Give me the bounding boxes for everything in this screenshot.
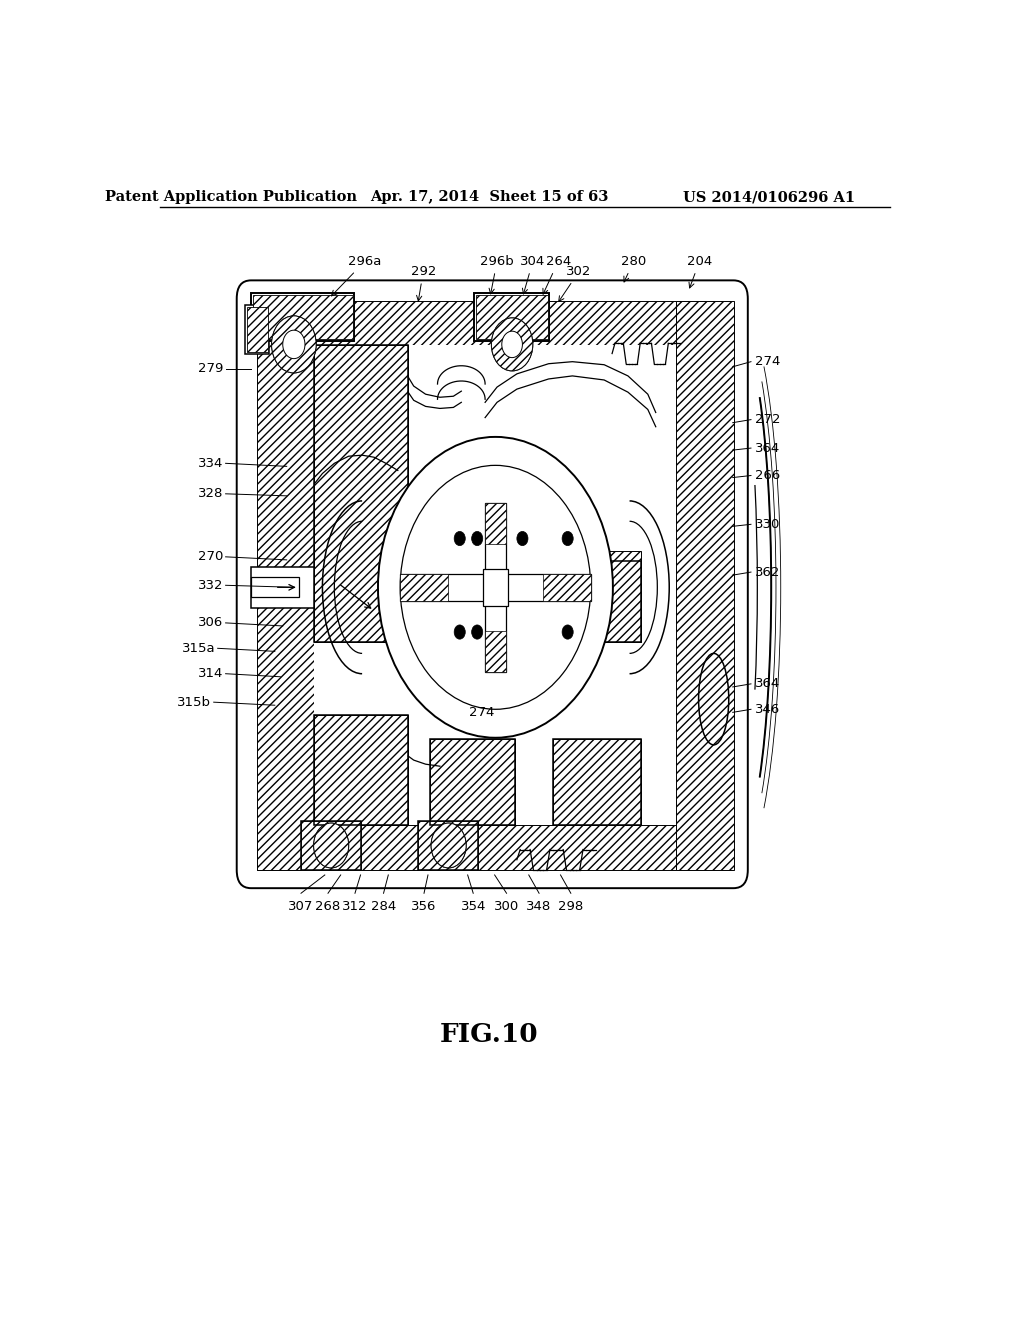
Text: 204: 204: [687, 255, 712, 288]
Circle shape: [455, 624, 465, 639]
Circle shape: [492, 318, 532, 371]
Bar: [251, 568, 314, 607]
Circle shape: [502, 331, 522, 358]
Text: FIG.10: FIG.10: [439, 1022, 539, 1047]
Text: 306: 306: [198, 616, 223, 630]
Bar: [314, 346, 409, 643]
Bar: [257, 301, 314, 870]
Circle shape: [472, 624, 482, 639]
Text: 332: 332: [198, 578, 223, 591]
Circle shape: [271, 315, 316, 372]
Bar: [485, 631, 506, 672]
Text: 348: 348: [526, 900, 552, 913]
Bar: [543, 574, 591, 601]
Text: 346: 346: [755, 702, 780, 715]
Circle shape: [431, 824, 466, 867]
Bar: [553, 739, 641, 825]
Text: 296b: 296b: [480, 255, 514, 294]
Text: 280: 280: [621, 255, 646, 282]
Text: 272: 272: [755, 413, 780, 426]
Text: 274: 274: [755, 355, 780, 368]
Bar: [553, 550, 641, 643]
Text: 330: 330: [755, 517, 780, 531]
Text: 284: 284: [371, 900, 396, 913]
Bar: [419, 821, 478, 870]
Bar: [419, 821, 478, 870]
Circle shape: [562, 532, 573, 545]
Circle shape: [271, 315, 316, 372]
Bar: [314, 346, 677, 825]
Bar: [400, 574, 591, 601]
Text: 304: 304: [520, 255, 546, 294]
Bar: [430, 739, 515, 825]
Bar: [314, 715, 409, 825]
Bar: [482, 569, 508, 606]
Circle shape: [313, 824, 348, 867]
Circle shape: [313, 824, 348, 867]
Bar: [301, 821, 360, 870]
Circle shape: [472, 532, 482, 545]
Circle shape: [562, 624, 573, 639]
Bar: [251, 577, 299, 598]
Bar: [257, 301, 729, 346]
Text: 314: 314: [198, 667, 223, 680]
Text: 328: 328: [198, 487, 223, 500]
Bar: [247, 306, 268, 351]
Text: Apr. 17, 2014  Sheet 15 of 63: Apr. 17, 2014 Sheet 15 of 63: [370, 190, 608, 205]
Text: 312: 312: [342, 900, 368, 913]
Text: 279: 279: [198, 362, 223, 375]
FancyBboxPatch shape: [237, 280, 748, 888]
Circle shape: [400, 466, 591, 709]
Circle shape: [492, 318, 532, 371]
Text: 354: 354: [461, 900, 486, 913]
Circle shape: [431, 824, 466, 867]
Text: 334: 334: [198, 457, 223, 470]
Text: 364: 364: [755, 442, 780, 454]
Text: 307: 307: [289, 900, 313, 913]
Text: 300: 300: [494, 900, 519, 913]
Bar: [430, 739, 515, 825]
Text: 274: 274: [469, 706, 495, 719]
Text: 268: 268: [315, 900, 341, 913]
Text: 364: 364: [755, 677, 780, 690]
Bar: [246, 305, 269, 354]
Bar: [553, 739, 641, 825]
Bar: [301, 821, 360, 870]
Text: 315b: 315b: [177, 696, 211, 709]
Circle shape: [378, 437, 613, 738]
Text: US 2014/0106296 A1: US 2014/0106296 A1: [683, 190, 855, 205]
Text: 298: 298: [558, 900, 584, 913]
Bar: [430, 561, 515, 643]
Bar: [257, 825, 729, 870]
Circle shape: [517, 532, 528, 545]
Bar: [430, 561, 515, 643]
Bar: [474, 293, 550, 342]
Text: 270: 270: [198, 550, 223, 564]
Text: 315a: 315a: [181, 642, 215, 655]
Bar: [400, 574, 447, 601]
Text: 302: 302: [559, 265, 592, 301]
Text: Patent Application Publication: Patent Application Publication: [105, 190, 357, 205]
Bar: [314, 346, 409, 643]
Bar: [475, 294, 548, 339]
Bar: [253, 294, 352, 339]
Circle shape: [455, 532, 465, 545]
Bar: [314, 715, 409, 825]
Bar: [485, 503, 506, 672]
Text: 296a: 296a: [332, 255, 381, 296]
Circle shape: [283, 330, 305, 359]
Bar: [677, 301, 733, 870]
Text: 356: 356: [412, 900, 436, 913]
Bar: [485, 503, 506, 544]
Text: 264: 264: [543, 255, 570, 294]
Bar: [251, 293, 354, 342]
Text: 362: 362: [755, 565, 780, 578]
Bar: [553, 561, 641, 643]
Text: 292: 292: [411, 265, 436, 301]
Text: 266: 266: [755, 469, 780, 482]
